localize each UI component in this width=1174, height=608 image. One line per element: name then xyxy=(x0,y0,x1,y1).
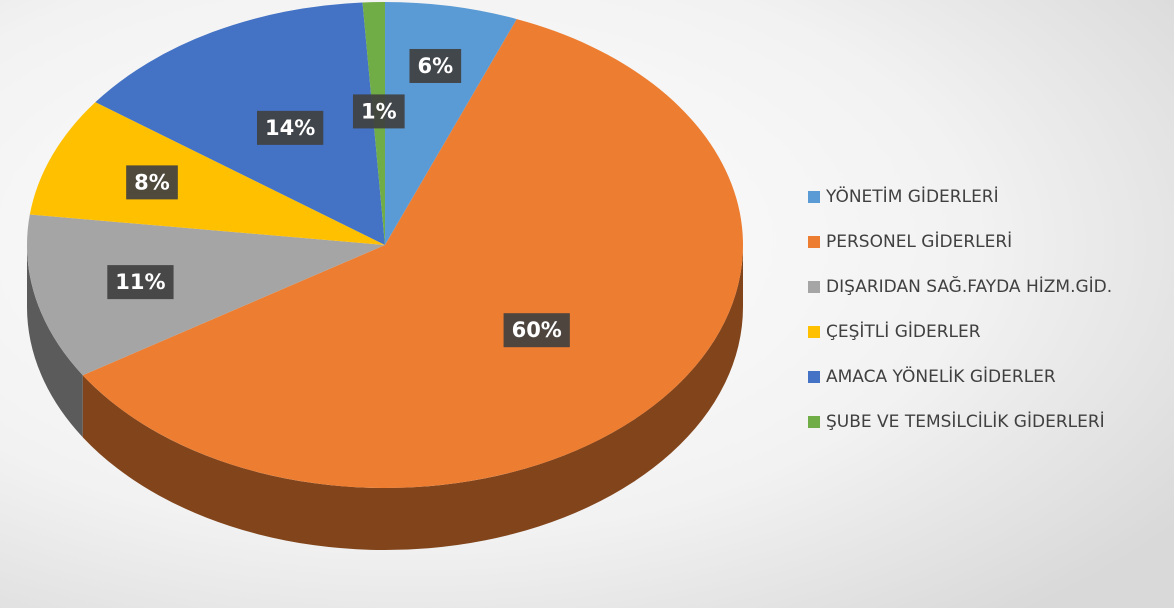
slice xyxy=(27,214,386,376)
legend-label: AMACA YÖNELİK GİDERLER xyxy=(826,365,1056,387)
data-label: 1% xyxy=(361,99,397,123)
legend-swatch xyxy=(808,236,820,248)
legend-label: ŞUBE VE TEMSİLCİLİK GİDERLERİ xyxy=(826,411,1105,432)
legend-label: YÖNETİM GİDERLERİ xyxy=(825,185,999,207)
legend-swatch xyxy=(808,191,820,203)
slice xyxy=(95,2,385,245)
data-label: 6% xyxy=(417,54,453,78)
data-label: 11% xyxy=(115,270,165,294)
data-label-box xyxy=(257,110,324,145)
legend-label: PERSONEL GİDERLERİ xyxy=(826,231,1012,252)
legend-label: DIŞARIDAN SAĞ.FAYDA HİZM.GİD. xyxy=(826,275,1112,297)
legend-label: ÇEŞİTLİ GİDERLER xyxy=(826,321,981,342)
data-label-box xyxy=(107,265,174,300)
data-label: 14% xyxy=(265,116,315,140)
legend-swatch xyxy=(808,416,820,428)
slice-side xyxy=(27,245,83,438)
slice xyxy=(29,102,385,245)
data-label-box xyxy=(352,94,405,129)
data-label-box xyxy=(409,48,462,83)
data-label-box xyxy=(503,313,570,348)
legend-swatch xyxy=(808,326,820,338)
data-label: 60% xyxy=(512,318,562,342)
data-label: 8% xyxy=(134,170,170,194)
data-label-box xyxy=(126,165,178,200)
slice-side xyxy=(82,245,744,550)
legend-swatch xyxy=(808,281,820,293)
legend-swatch xyxy=(808,371,820,383)
slice xyxy=(82,19,744,489)
